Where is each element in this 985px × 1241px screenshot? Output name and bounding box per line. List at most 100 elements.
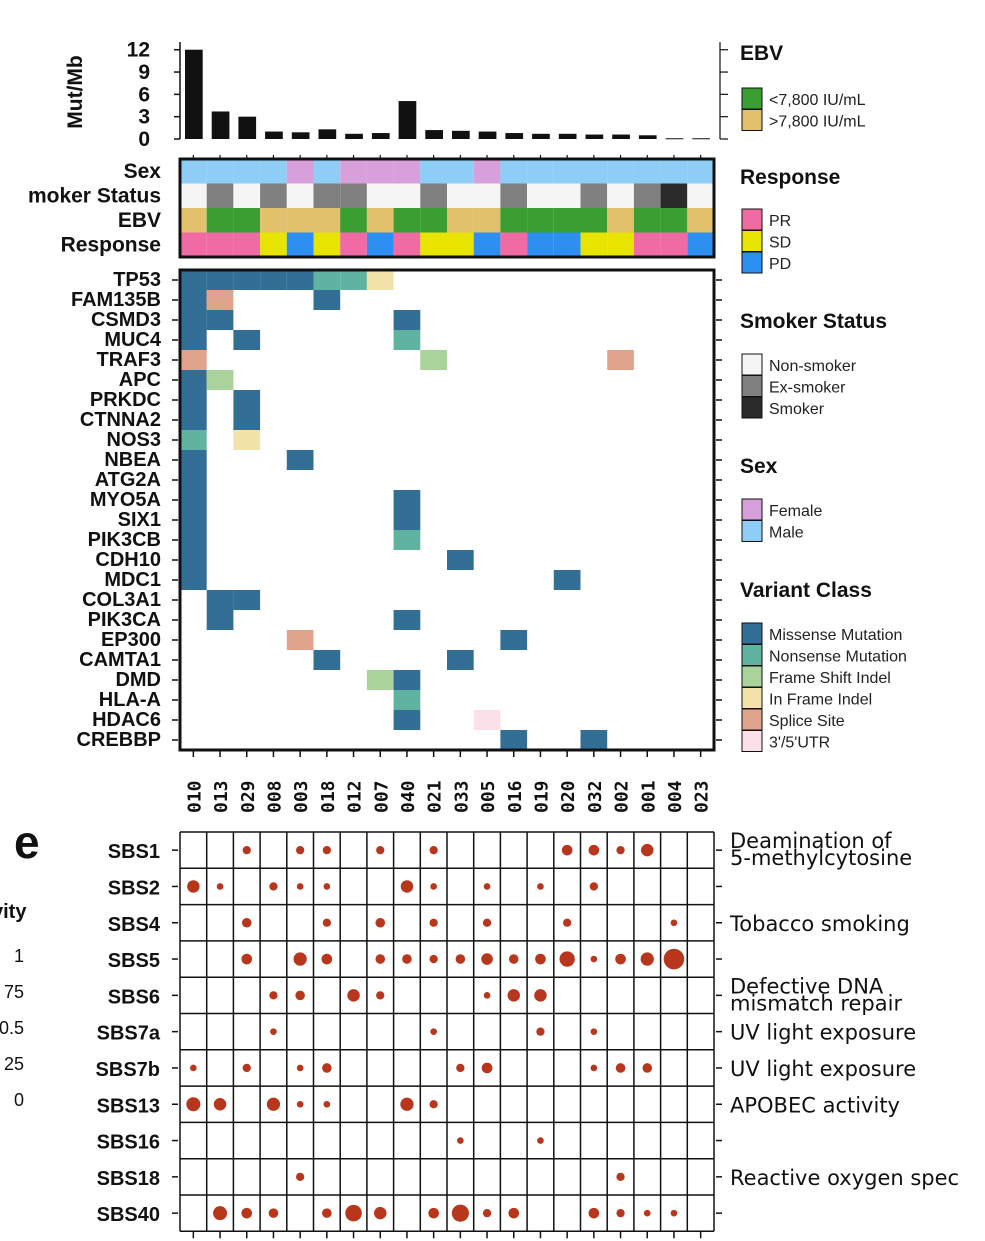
tmb-bar-032: [585, 134, 604, 139]
sample-label-019: 019: [531, 780, 552, 813]
clin-cell-sex-013: [206, 159, 234, 184]
clin-cell-smoker-status-002: [607, 183, 634, 208]
gene-label-hdac6: HDAC6: [92, 709, 161, 731]
mut-cell-prkdc-010: [180, 390, 207, 410]
signature-label-sbs1: SBS1: [108, 841, 160, 863]
sig-dot-sbs7a-021: [430, 1028, 437, 1035]
clin-cell-sex-016: [500, 159, 528, 184]
tmb-bar-013: [211, 111, 230, 139]
sig-dot-sbs1-001: [641, 843, 654, 857]
sig-dot-sbs2-008: [269, 882, 278, 891]
mut-cell-ep300-003: [286, 630, 314, 650]
mut-cell-nbea-003: [286, 450, 314, 470]
clin-cell-response-001: [633, 232, 661, 257]
clin-cell-ebv-019: [527, 208, 554, 233]
legend-title-smoker: Smoker Status: [740, 310, 887, 333]
mut-cell-pik3cb-040: [393, 530, 421, 550]
clin-cell-sex-008: [260, 159, 287, 184]
sig-dot-sbs5-019: [535, 953, 546, 965]
tmb-bar-012: [345, 133, 363, 139]
legend-swatch-variant: [741, 730, 763, 752]
size-legend-value: 0.5: [0, 1018, 24, 1038]
sig-dot-sbs5-020: [559, 951, 575, 967]
sig-dot-sbs40-007: [374, 1206, 387, 1220]
sig-dot-sbs2-010: [187, 880, 200, 893]
sig-dot-sbs18-002: [616, 1172, 625, 1181]
clin-cell-smoker-status-003: [286, 183, 314, 208]
clin-cell-smoker-status-032: [580, 183, 608, 208]
sig-dot-sbs7b-010: [190, 1064, 197, 1072]
clin-cell-smoker-status-016: [500, 183, 528, 208]
clin-cell-response-013: [206, 232, 234, 257]
sig-dot-sbs40-001: [643, 1209, 651, 1217]
sig-dot-sbs13-018: [323, 1100, 331, 1108]
sig-dot-sbs7b-005: [481, 1062, 493, 1074]
signature-label-sbs13: SBS13: [97, 1095, 160, 1117]
sig-dot-sbs7b-029: [242, 1063, 251, 1073]
mut-cell-pik3ca-040: [393, 610, 421, 630]
clin-cell-response-023: [687, 232, 714, 257]
mut-cell-nos3-029: [233, 430, 261, 450]
mut-cell-myo5a-040: [393, 490, 421, 510]
mut-cell-fam135b-010: [180, 290, 207, 310]
clin-cell-sex-020: [553, 159, 581, 184]
sample-label-008: 008: [264, 780, 285, 813]
clin-cell-smoker-status-004: [660, 183, 688, 208]
tmb-bar-002: [612, 134, 630, 139]
clin-cell-ebv-012: [340, 208, 367, 233]
clin-cell-sex-018: [313, 159, 341, 184]
size-legend-title: vity: [0, 901, 27, 923]
clin-cell-smoker-status-023: [687, 183, 714, 208]
sig-dot-sbs6-007: [376, 991, 385, 1000]
sig-dot-sbs13-013: [213, 1098, 227, 1111]
gene-label-pik3ca: PIK3CA: [88, 609, 161, 631]
legend-label-sex: Male: [769, 525, 804, 542]
sig-dot-sbs1-029: [242, 846, 251, 855]
sample-label-001: 001: [638, 780, 659, 813]
clin-cell-response-040: [393, 232, 421, 257]
gene-label-camta1: CAMTA1: [79, 649, 161, 671]
tmb-bar-040: [398, 101, 417, 139]
gene-label-ep300: EP300: [101, 629, 161, 651]
mut-cell-dmd-040: [393, 670, 421, 690]
size-legend-value: 75: [4, 982, 24, 1002]
mut-cell-pik3ca-013: [206, 610, 234, 630]
mut-cell-muc4-029: [233, 330, 261, 350]
clin-cell-response-003: [286, 232, 314, 257]
gene-label-hla-a: HLA-A: [99, 689, 161, 711]
sample-label-004: 004: [665, 780, 686, 813]
sig-dot-sbs2-005: [483, 883, 491, 890]
sample-label-016: 016: [505, 780, 526, 813]
clin-cell-smoker-status-007: [366, 183, 394, 208]
clin-cell-smoker-status-018: [313, 183, 341, 208]
sig-dot-sbs6-008: [269, 991, 278, 1000]
clin-cell-response-018: [313, 232, 341, 257]
sig-dot-sbs1-020: [561, 844, 573, 856]
legend-swatch-variant: [741, 687, 763, 709]
clin-cell-ebv-010: [180, 208, 207, 233]
sample-label-032: 032: [585, 780, 606, 813]
etiology-label-line1: Deamination of: [730, 829, 892, 853]
sample-label-018: 018: [318, 780, 339, 813]
sig-dot-sbs4-005: [482, 918, 492, 927]
tmb-bar-019: [532, 133, 550, 139]
mut-cell-dmd-007: [366, 670, 394, 690]
sig-dot-sbs5-032: [590, 955, 598, 963]
clin-cell-sex-001: [633, 159, 661, 184]
clin-cell-response-005: [473, 232, 501, 257]
mut-cell-camta1-033: [447, 650, 474, 670]
gene-label-dmd: DMD: [115, 669, 161, 691]
sig-dot-sbs40-016: [508, 1207, 520, 1219]
clin-cell-ebv-013: [206, 208, 234, 233]
mut-cell-tp53-003: [286, 270, 314, 290]
gene-label-fam135b: FAM135B: [71, 289, 161, 311]
sig-dot-sbs13-021: [429, 1100, 438, 1109]
gene-label-tp53: TP53: [113, 269, 161, 291]
clin-cell-sex-033: [447, 159, 474, 184]
signature-label-sbs6: SBS6: [108, 986, 160, 1008]
sig-dot-sbs7a-032: [590, 1028, 598, 1035]
sample-label-023: 023: [692, 780, 713, 813]
clin-cell-smoker-status-008: [260, 183, 287, 208]
clin-cell-ebv-005: [473, 208, 501, 233]
